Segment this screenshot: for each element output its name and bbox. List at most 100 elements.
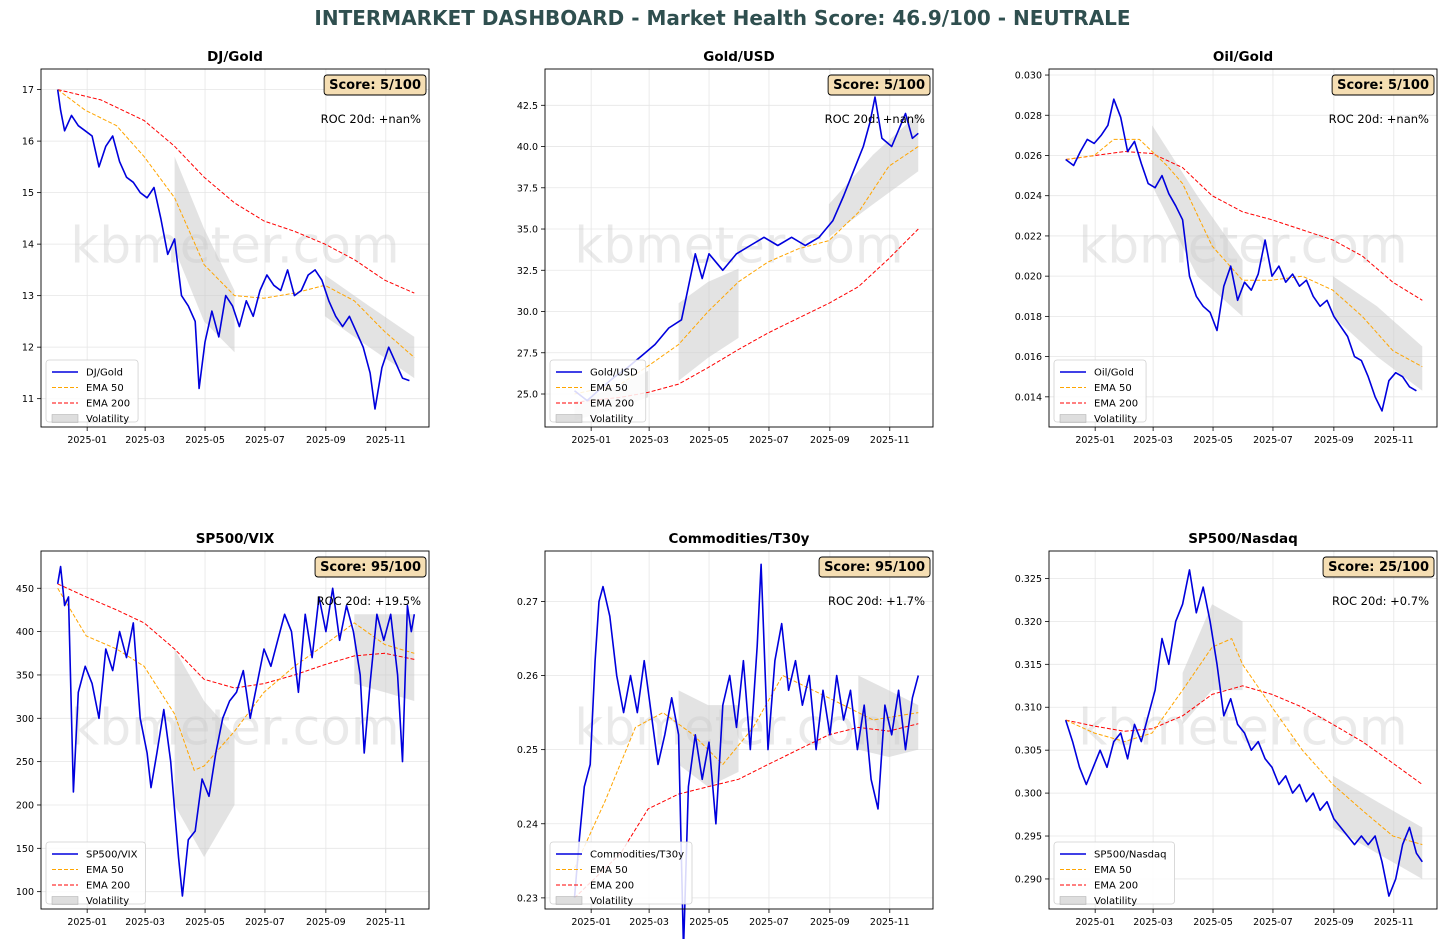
score-text: Score: 5/100 bbox=[833, 78, 925, 93]
volatility-band bbox=[678, 690, 739, 787]
volatility-band bbox=[1182, 604, 1243, 725]
legend-ema200-label: EMA 200 bbox=[86, 399, 130, 410]
y-tick-label: 0.24 bbox=[517, 819, 538, 830]
x-tick-label: 2025-03 bbox=[629, 917, 669, 928]
legend-price-label: SP500/Nasdaq bbox=[1094, 850, 1166, 861]
score-badge: Score: 5/100 bbox=[323, 74, 427, 96]
watermark-text: kbmeter.com bbox=[1078, 698, 1407, 756]
ema50-line bbox=[1065, 638, 1423, 846]
x-tick-label: 2025-01 bbox=[1075, 435, 1115, 446]
x-tick-label: 2025-01 bbox=[67, 917, 107, 928]
legend-ema50-label: EMA 50 bbox=[590, 865, 628, 876]
y-tick-label: 30.0 bbox=[517, 307, 538, 318]
score-box bbox=[1331, 74, 1435, 96]
score-badge: Score: 95/100 bbox=[314, 556, 427, 578]
chart-panel-6: kbmeter.com 2025-01 2025-03 2025-05 2025-07 2… bbox=[1015, 531, 1438, 928]
legend-box bbox=[45, 841, 146, 905]
plot-frame bbox=[544, 550, 934, 910]
y-tick-label: 16 bbox=[22, 137, 34, 148]
y-tick-label: 300 bbox=[16, 714, 34, 725]
y-tick-label: 0.310 bbox=[1015, 703, 1042, 714]
score-box bbox=[314, 556, 427, 578]
roc-text: ROC 20d: +nan% bbox=[825, 112, 925, 126]
legend: Oil/Gold EMA 50 EMA 200 Volatility bbox=[1053, 359, 1147, 425]
score-box bbox=[827, 74, 931, 96]
watermark-text: kbmeter.com bbox=[70, 698, 399, 756]
x-tick-label: 2025-01 bbox=[571, 917, 611, 928]
x-tick-label: 2025-09 bbox=[810, 917, 850, 928]
x-tick-label: 2025-03 bbox=[1133, 917, 1173, 928]
chart-title: Gold/USD bbox=[703, 49, 774, 65]
price-line bbox=[56, 565, 416, 897]
x-tick-label: 2025-05 bbox=[1193, 435, 1233, 446]
legend: Commodities/T30y EMA 50 EMA 200 Volatility bbox=[549, 841, 693, 907]
volatility-band bbox=[678, 268, 739, 381]
legend-ema50-label: EMA 50 bbox=[590, 383, 628, 394]
ema200-line bbox=[57, 583, 415, 689]
y-tick-label: 0.315 bbox=[1015, 660, 1042, 671]
y-tick-label: 25.0 bbox=[517, 390, 538, 401]
legend-volatility-swatch bbox=[555, 896, 583, 905]
score-box bbox=[323, 74, 427, 96]
volatility-band bbox=[324, 275, 415, 379]
score-badge: Score: 95/100 bbox=[818, 556, 931, 578]
watermark-text: kbmeter.com bbox=[574, 216, 903, 274]
y-tick-label: 400 bbox=[16, 627, 34, 638]
legend: SP500/Nasdaq EMA 50 EMA 200 Volatility bbox=[1053, 841, 1175, 907]
roc-text: ROC 20d: +19.5% bbox=[317, 594, 421, 608]
y-tick-label: 42.5 bbox=[517, 101, 538, 112]
y-tick-label: 0.016 bbox=[1015, 352, 1042, 363]
y-tick-label: 14 bbox=[22, 240, 34, 251]
roc-text: ROC 20d: +nan% bbox=[1329, 112, 1429, 126]
plot-frame bbox=[40, 550, 430, 910]
y-tick-label: 0.23 bbox=[517, 893, 538, 904]
legend-price-label: Oil/Gold bbox=[1094, 368, 1134, 379]
chart-panel-1: kbmeter.com 2025-01 2025-03 2025-05 2025-07 2… bbox=[22, 49, 430, 446]
x-tick-label: 2025-05 bbox=[1193, 917, 1233, 928]
legend-price-label: Commodities/T30y bbox=[590, 850, 684, 861]
plot-frame bbox=[1048, 550, 1438, 910]
chart-title: SP500/VIX bbox=[196, 531, 275, 547]
y-tick-label: 250 bbox=[16, 757, 34, 768]
y-tick-label: 15 bbox=[22, 188, 34, 199]
ema50-line bbox=[57, 89, 415, 358]
ema200-line bbox=[57, 89, 415, 294]
legend-volatility-label: Volatility bbox=[1094, 896, 1137, 907]
y-tick-label: 0.030 bbox=[1015, 71, 1042, 82]
volatility-band bbox=[174, 156, 235, 353]
legend-ema50-label: EMA 50 bbox=[1094, 865, 1132, 876]
x-tick-label: 2025-03 bbox=[629, 435, 669, 446]
y-tick-label: 0.026 bbox=[1015, 151, 1042, 162]
volatility-band bbox=[1152, 125, 1243, 317]
legend-ema200-label: EMA 200 bbox=[86, 881, 130, 892]
legend-volatility-label: Volatility bbox=[1094, 414, 1137, 425]
watermark-text: kbmeter.com bbox=[70, 216, 399, 274]
legend-ema200-label: EMA 200 bbox=[1094, 399, 1138, 410]
score-text: Score: 25/100 bbox=[1328, 560, 1429, 575]
y-tick-label: 450 bbox=[16, 584, 34, 595]
y-tick-label: 0.25 bbox=[517, 745, 538, 756]
legend-price-label: Gold/USD bbox=[590, 368, 638, 379]
x-tick-label: 2025-09 bbox=[810, 435, 850, 446]
score-text: Score: 95/100 bbox=[824, 560, 925, 575]
score-text: Score: 95/100 bbox=[320, 560, 421, 575]
legend-volatility-swatch bbox=[1059, 896, 1087, 905]
price-line bbox=[56, 89, 410, 410]
y-tick-label: 32.5 bbox=[517, 266, 538, 277]
y-tick-label: 35.0 bbox=[517, 225, 538, 236]
legend-ema50-label: EMA 50 bbox=[1094, 383, 1132, 394]
legend-ema50-label: EMA 50 bbox=[86, 865, 124, 876]
score-badge: Score: 5/100 bbox=[1331, 74, 1435, 96]
y-tick-label: 0.300 bbox=[1015, 789, 1042, 800]
y-tick-label: 0.024 bbox=[1015, 191, 1042, 202]
roc-text: ROC 20d: +0.7% bbox=[1332, 594, 1429, 608]
x-tick-label: 2025-07 bbox=[245, 917, 285, 928]
score-badge: Score: 5/100 bbox=[827, 74, 931, 96]
legend-volatility-label: Volatility bbox=[86, 414, 129, 425]
legend-price-label: DJ/Gold bbox=[86, 368, 123, 379]
ema200-line bbox=[574, 723, 919, 899]
x-tick-label: 2025-11 bbox=[870, 917, 910, 928]
chart-panel-2: kbmeter.com 2025-01 2025-03 2025-05 2025-07 2… bbox=[517, 49, 934, 446]
